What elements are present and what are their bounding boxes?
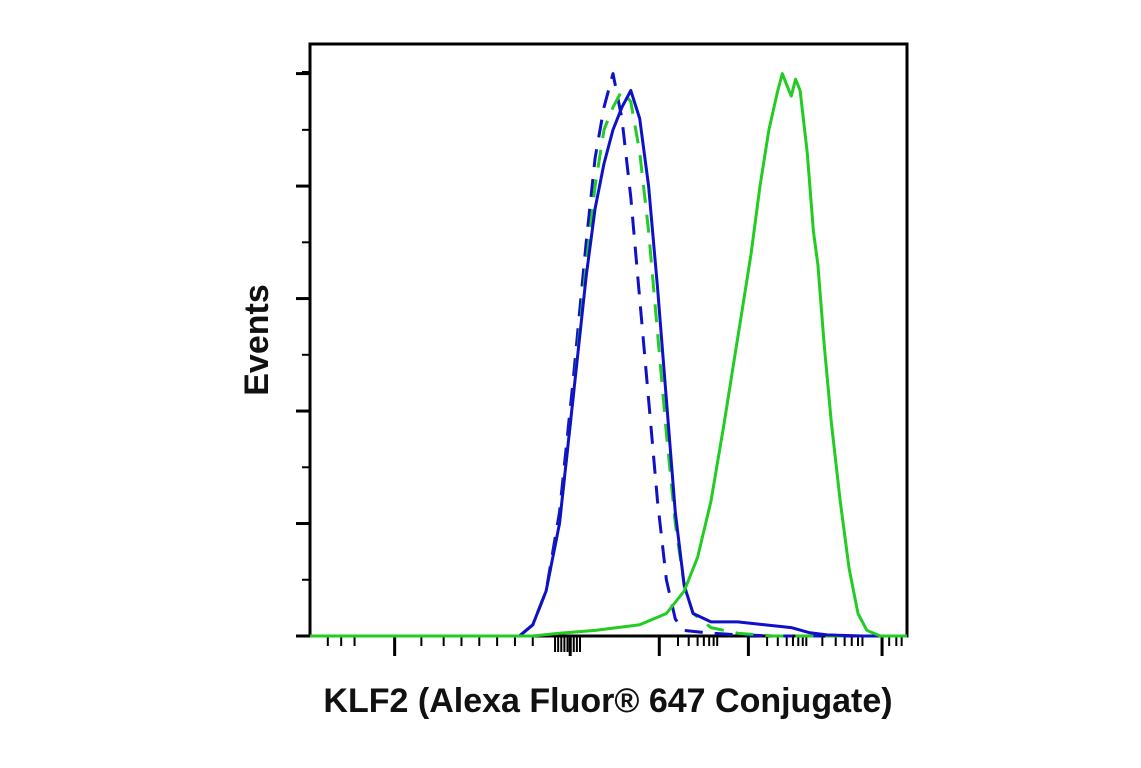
histogram-series-2 [310,89,907,638]
y-axis-ticks [296,71,310,638]
histogram-series-1 [310,72,907,638]
histogram-series-3 [310,89,907,638]
plot-frame [308,42,909,638]
x-axis-title: KLF2 (Alexa Fluor® 647 Conjugate) [323,682,892,720]
y-axis-title: Events [238,284,276,396]
histogram-series-4 [310,72,907,638]
x-axis-ticks [326,636,903,656]
histogram-series [310,72,907,638]
